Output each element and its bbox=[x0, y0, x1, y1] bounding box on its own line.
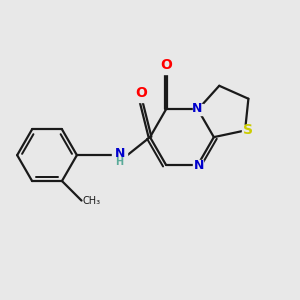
Bar bbox=[242, 125, 254, 136]
Text: CH₃: CH₃ bbox=[82, 196, 100, 206]
Bar bbox=[161, 65, 171, 74]
Bar bbox=[112, 149, 127, 161]
Bar bbox=[193, 104, 203, 115]
Text: N: N bbox=[194, 159, 204, 172]
Text: S: S bbox=[243, 124, 253, 137]
Bar bbox=[136, 92, 146, 102]
Text: O: O bbox=[135, 86, 147, 100]
Text: O: O bbox=[160, 58, 172, 72]
Bar bbox=[193, 160, 203, 170]
Text: H: H bbox=[116, 157, 124, 167]
Text: N: N bbox=[114, 147, 125, 160]
Text: N: N bbox=[192, 102, 202, 115]
